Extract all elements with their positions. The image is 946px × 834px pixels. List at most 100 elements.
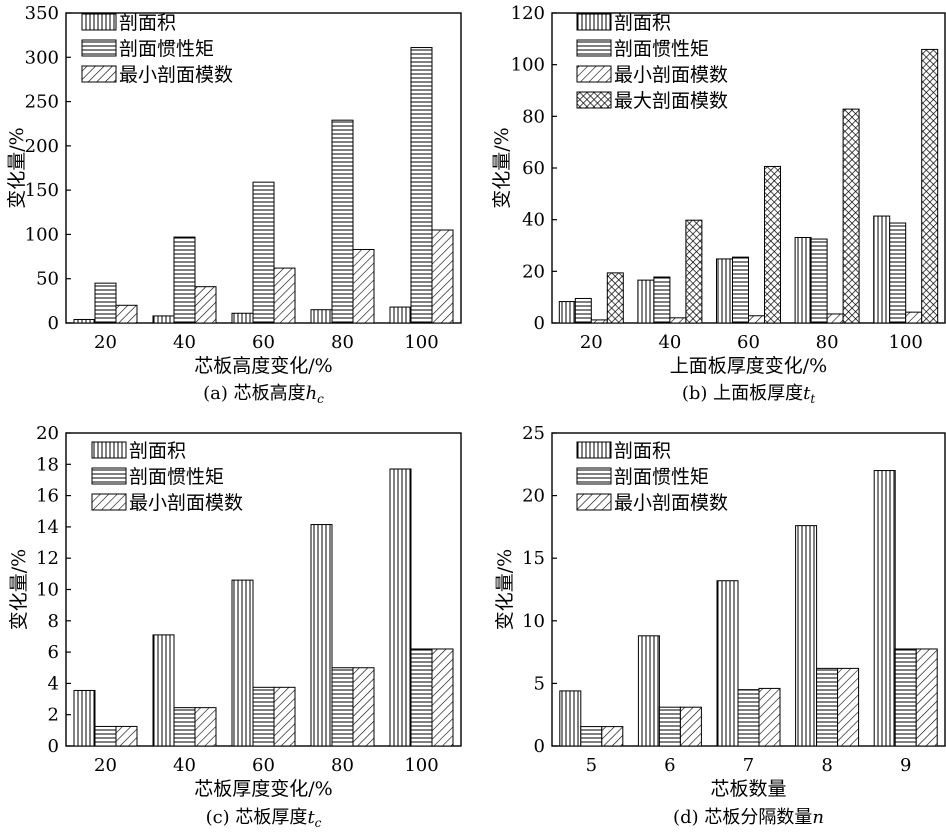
bar-vertical-lines bbox=[637, 635, 660, 747]
x-tick-label: 9 bbox=[900, 755, 911, 776]
bar-horizontal-lines bbox=[574, 297, 592, 324]
bar-vertical-lines bbox=[716, 580, 739, 747]
bar-vertical-lines bbox=[152, 315, 175, 324]
x-tick-label: 6 bbox=[664, 755, 675, 776]
bar-horizontal-lines bbox=[658, 706, 681, 747]
caption-symbol: t bbox=[307, 807, 315, 828]
panel-b: 0 20 40 60 80 100 120 20 40 60 80 100 剖面积剖面惯性矩最小剖面模数… bbox=[491, 3, 946, 406]
bar-vertical-lines bbox=[73, 318, 96, 324]
x-tick-label: 80 bbox=[816, 332, 839, 353]
y-tick-label: 100 bbox=[25, 224, 59, 245]
bar-diagonal-lines bbox=[273, 686, 296, 747]
y-tick-label: 14 bbox=[36, 517, 59, 538]
bar-horizontal-lines bbox=[810, 238, 828, 324]
x-tick-label: 100 bbox=[404, 755, 438, 776]
y-tick-label: 300 bbox=[25, 47, 59, 68]
bar-horizontal-lines bbox=[410, 648, 433, 747]
x-tick-label: 40 bbox=[658, 332, 681, 353]
legend-swatch bbox=[576, 467, 612, 485]
y-tick-label: 60 bbox=[522, 158, 545, 179]
y-tick-label: 200 bbox=[25, 136, 59, 157]
bar-horizontal-lines bbox=[331, 119, 354, 324]
y-tick-label: 250 bbox=[25, 92, 59, 113]
y-axis-label: 变化量/% bbox=[494, 549, 516, 630]
y-tick-label: 120 bbox=[511, 3, 545, 24]
bar-horizontal-lines bbox=[94, 282, 117, 324]
bar-diagonal-lines bbox=[837, 667, 860, 747]
bar-diagonal-lines bbox=[905, 311, 923, 324]
bar-crosshatch bbox=[842, 108, 860, 324]
y-tick-label: 20 bbox=[522, 261, 545, 282]
legend-swatch bbox=[91, 467, 127, 485]
y-tick-label: 16 bbox=[36, 486, 59, 507]
caption-prefix: (b) 上面板厚度 bbox=[682, 383, 803, 404]
bar-crosshatch bbox=[606, 272, 624, 324]
legend-label: 剖面积 bbox=[614, 440, 671, 462]
legend-label: 剖面积 bbox=[129, 440, 186, 462]
bar-diagonal-lines bbox=[915, 648, 938, 747]
x-tick-label: 5 bbox=[586, 755, 597, 776]
caption-subscript: c bbox=[315, 816, 322, 830]
bar-vertical-lines bbox=[558, 301, 576, 324]
x-tick-label: 60 bbox=[252, 755, 275, 776]
legend-swatch bbox=[91, 493, 127, 511]
legend-swatch bbox=[576, 13, 612, 31]
y-tick-label: 25 bbox=[522, 423, 545, 444]
x-tick-label: 80 bbox=[331, 755, 354, 776]
bar-diagonal-lines bbox=[194, 286, 217, 324]
legend-swatch bbox=[81, 39, 117, 57]
y-axis-label: 变化量/% bbox=[8, 549, 30, 630]
bar-vertical-lines bbox=[310, 309, 333, 324]
y-tick-label: 20 bbox=[522, 486, 545, 507]
y-tick-label: 15 bbox=[522, 548, 545, 569]
legend-swatch bbox=[576, 91, 612, 109]
bar-vertical-lines bbox=[389, 468, 412, 747]
panel-caption: (b) 上面板厚度tt bbox=[682, 383, 816, 406]
bar-diagonal-lines bbox=[194, 707, 217, 747]
bar-horizontal-lines bbox=[894, 648, 917, 747]
legend-swatch bbox=[576, 441, 612, 459]
legend-swatch bbox=[81, 13, 117, 31]
legend-label: 剖面惯性矩 bbox=[614, 38, 709, 60]
x-axis-label: 芯板高度变化/% bbox=[194, 355, 332, 377]
y-tick-label: 18 bbox=[36, 454, 59, 475]
bar-diagonal-lines bbox=[352, 248, 375, 324]
bar-diagonal-lines bbox=[748, 315, 765, 324]
bar-vertical-lines bbox=[873, 215, 891, 324]
bar-vertical-lines bbox=[873, 470, 896, 747]
bar-vertical-lines bbox=[716, 258, 733, 324]
y-axis-label: 变化量/% bbox=[6, 127, 28, 208]
bar-horizontal-lines bbox=[737, 689, 760, 747]
y-tick-label: 80 bbox=[522, 106, 545, 127]
x-tick-label: 20 bbox=[580, 332, 603, 353]
legend-swatch bbox=[91, 441, 127, 459]
y-tick-label: 6 bbox=[48, 642, 59, 663]
y-tick-label: 0 bbox=[48, 736, 59, 757]
x-tick-label: 20 bbox=[94, 332, 117, 353]
x-tick-label: 60 bbox=[252, 332, 275, 353]
y-tick-label: 20 bbox=[36, 423, 59, 444]
bar-horizontal-lines bbox=[816, 667, 839, 747]
y-tick-label: 350 bbox=[25, 3, 59, 24]
legend-label: 最大剖面模数 bbox=[614, 90, 728, 112]
bar-diagonal-lines bbox=[669, 317, 687, 324]
x-axis-label: 芯板数量 bbox=[710, 778, 786, 800]
y-tick-label: 2 bbox=[48, 705, 59, 726]
caption-symbol: t bbox=[803, 383, 811, 404]
legend-label: 最小剖面模数 bbox=[614, 64, 728, 86]
bar-horizontal-lines bbox=[732, 256, 749, 324]
y-tick-label: 4 bbox=[48, 673, 59, 694]
bar-vertical-lines bbox=[794, 236, 812, 324]
bar-horizontal-lines bbox=[580, 726, 603, 747]
legend-label: 剖面惯性矩 bbox=[129, 466, 224, 488]
y-tick-label: 50 bbox=[36, 269, 59, 290]
bar-diagonal-lines bbox=[352, 667, 375, 747]
bar-vertical-lines bbox=[637, 279, 655, 324]
x-tick-label: 80 bbox=[331, 332, 354, 353]
bar-crosshatch bbox=[921, 48, 939, 324]
bar-diagonal-lines bbox=[273, 267, 296, 324]
caption-subscript: t bbox=[810, 392, 815, 406]
bar-vertical-lines bbox=[795, 525, 818, 747]
